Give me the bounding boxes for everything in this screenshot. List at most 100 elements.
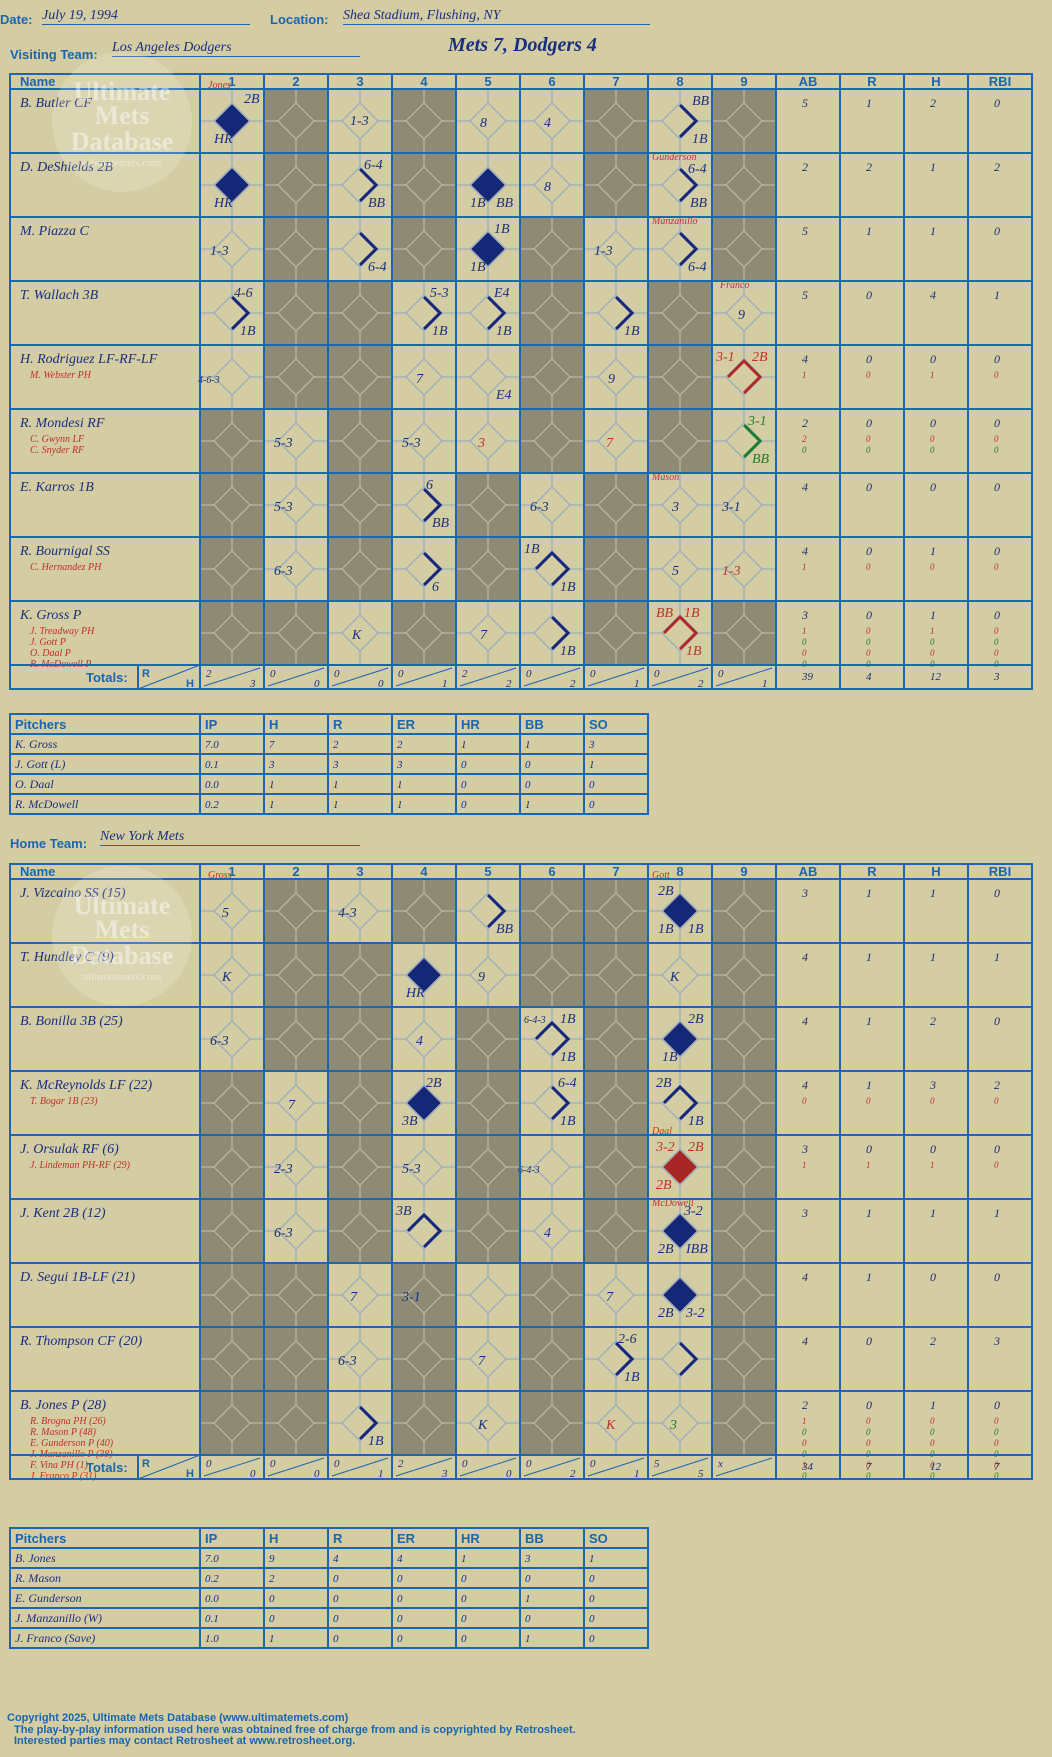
home-watermark-logo [52, 866, 192, 1006]
visitors-substitute-stat: 0 [994, 445, 999, 455]
visitors-play-notation: 8 [544, 180, 551, 195]
home-play-notation: BB [496, 922, 514, 937]
visitors-pitcher-header: IP [205, 717, 218, 732]
visitors-substitute-stat: 0 [802, 637, 807, 647]
visitors-play-notation: 5 [672, 564, 679, 579]
home-player-stat: 3 [801, 1142, 808, 1156]
visitors-pitcher-stat: 0 [589, 779, 595, 791]
visitors-pitcher-stat: 3 [268, 759, 275, 771]
home-play-notation: K [477, 1418, 488, 1433]
home-base-diamond [405, 1020, 443, 1058]
home-base-diamond [661, 956, 699, 994]
home-inning-runs: 0 [334, 1458, 340, 1470]
home-inning-total-slash [523, 1457, 581, 1477]
visitors-player-stat: 0 [994, 544, 1000, 558]
home-pitcher-header: BB [525, 1531, 544, 1546]
location-label: Location: [270, 12, 329, 27]
visitors-player-stat: 2 [866, 160, 872, 174]
home-player-stat: 1 [866, 1206, 872, 1220]
home-play-notation: 4-3 [338, 906, 357, 921]
home-play-notation: 3B [395, 1204, 412, 1219]
home-inning-header: 7 [612, 864, 619, 879]
visitors-substitute-stat: 1 [930, 626, 935, 636]
visitors-basepath-mark [358, 167, 379, 203]
home-player-stat: 0 [930, 1270, 936, 1284]
home-play-notation: Gross [208, 870, 232, 881]
visitors-player-stat: 0 [866, 416, 872, 430]
visitors-play-notation: 1-3 [594, 244, 613, 259]
home-pitcher-name: B. Jones [15, 1551, 56, 1565]
visitors-play-notation: 5-3 [274, 436, 293, 451]
visitors-player-stat: 1 [930, 608, 936, 622]
home-player-stat: 1 [866, 950, 872, 964]
home-play-notation: K [605, 1418, 616, 1433]
home-substitute-name: T. Bogar 1B (23) [30, 1096, 98, 1107]
home-basepath-mark [534, 1020, 571, 1057]
home-player-name: J. Orsulak RF (6) [20, 1142, 119, 1157]
visitors-inning-runs: 2 [206, 668, 212, 680]
visitors-player-stat: 4 [802, 480, 808, 494]
home-play-notation: HR [405, 986, 425, 1001]
visitors-play-notation: 6-4 [368, 260, 387, 275]
home-player-stat: 4 [802, 950, 808, 964]
home-totals-h-label: H [186, 1468, 194, 1480]
home-inning-header: 9 [740, 864, 747, 879]
visitors-play-notation: 7 [606, 436, 614, 451]
visitors-player-stat: 3 [801, 608, 808, 622]
home-play-notation: 3-2 [683, 1204, 703, 1219]
home-pitcher-stat: 0 [461, 1613, 467, 1625]
visitors-play-notation: 4-6-3 [198, 375, 220, 386]
visitors-player-stat: 4 [930, 288, 936, 302]
home-player-stat: 4 [802, 1014, 808, 1028]
home-play-notation: 6-4-3 [518, 1165, 540, 1176]
home-stat-header: H [931, 864, 940, 879]
visitors-play-notation: 6 [432, 580, 439, 595]
visitors-pitcher-name: J. Gott (L) [15, 757, 65, 771]
home-watermark-text: Database [71, 941, 174, 970]
home-pitcher-stat: 0 [333, 1613, 339, 1625]
visitors-play-notation: BB [690, 196, 708, 211]
visitors-player-stat: 0 [866, 288, 872, 302]
visitors-play-notation: 1B [624, 324, 640, 339]
visitors-pitcher-stat: 1 [397, 779, 403, 791]
visitors-pitcher-stat: 1 [333, 779, 339, 791]
visitors-play-notation: 6-4 [688, 162, 707, 177]
home-play-notation: IBB [685, 1242, 708, 1257]
visitors-basepath-mark [422, 487, 443, 523]
visitors-totals-r-label: R [142, 668, 150, 680]
home-pitcher-stat: 4 [397, 1553, 403, 1565]
visitors-watermark-text: Mets [95, 101, 150, 130]
home-pitcher-stat: 0 [589, 1593, 595, 1605]
home-substitute-stat: 0 [866, 1471, 871, 1481]
visitors-substitute-stat: 0 [866, 637, 871, 647]
home-play-notation: 1B [368, 1434, 384, 1449]
visitors-play-notation: 1B [432, 324, 448, 339]
visitors-basepath-mark [358, 231, 379, 267]
home-player-stat: 3 [993, 1334, 1000, 1348]
visitors-play-notation: Manzanillo [651, 216, 698, 227]
home-pitcher-stat: 0 [461, 1633, 467, 1645]
visitors-substitute-name: M. Webster PH [29, 370, 92, 381]
home-run-scored-diamond [663, 1278, 697, 1312]
home-pitcher-header: SO [589, 1531, 608, 1546]
visitors-player-stat: 0 [994, 608, 1000, 622]
home-player-stat: 0 [866, 1334, 872, 1348]
home-run-scored-diamond [663, 894, 697, 928]
home-pitcher-stat: 1 [269, 1633, 275, 1645]
visitors-player-name: H. Rodriguez LF-RF-LF [19, 352, 158, 367]
visitors-play-notation: 1B [240, 324, 256, 339]
visitors-play-notation: 3 [671, 500, 679, 515]
visitors-substitute-stat: 0 [866, 562, 871, 572]
home-inning-runs: x [717, 1458, 723, 1470]
visitors-pitcher-stat: 7.0 [205, 739, 219, 751]
home-inning-total-slash [715, 1457, 773, 1477]
home-play-notation: 2B [656, 1178, 672, 1193]
home-player-stat: 1 [930, 950, 936, 964]
home-inning-header: 6 [548, 864, 555, 879]
visitors-play-notation: 1B [524, 542, 540, 557]
home-inning-hits: 2 [570, 1468, 576, 1480]
home-substitute-stat: 0 [930, 1438, 935, 1448]
visitors-pitcher-stat: 0 [525, 779, 531, 791]
home-player-stat: 0 [866, 1398, 872, 1412]
visitors-play-notation: 6 [426, 478, 433, 493]
